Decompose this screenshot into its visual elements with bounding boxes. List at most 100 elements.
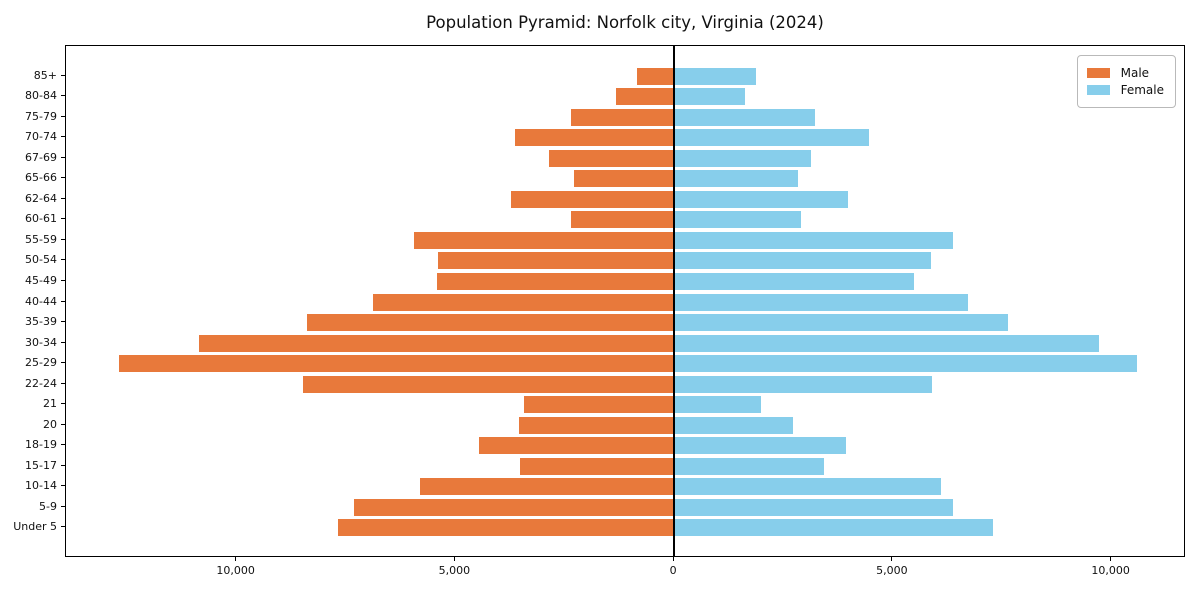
zero-axis-line [673,46,675,556]
y-axis-label: 22-24 [25,376,57,390]
y-tick-mark [61,259,65,261]
y-tick-mark [61,444,65,446]
y-axis-label: 40-44 [25,294,57,308]
y-axis-label: 67-69 [25,150,57,164]
female-bar [674,375,932,393]
male-bar [413,231,675,249]
male-bar [354,498,675,516]
y-axis-label: 62-64 [25,191,57,205]
female-bar [674,437,847,455]
female-bar [674,149,811,167]
y-tick-mark [61,403,65,405]
y-axis-label: 50-54 [25,253,57,267]
y-axis-label: Under 5 [13,520,57,534]
y-tick-mark [61,74,65,76]
y-tick-mark [61,423,65,425]
y-axis-label: 55-59 [25,232,57,246]
y-axis-label: 60-61 [25,212,57,226]
male-bar [373,293,675,311]
y-tick-mark [61,156,65,158]
x-axis-label: 5,000 [876,564,908,577]
y-tick-mark [61,362,65,364]
y-tick-mark [61,505,65,507]
plot-area: Male Female [65,45,1185,557]
y-tick-mark [61,279,65,281]
y-tick-mark [61,321,65,323]
y-tick-mark [61,95,65,97]
female-bar [674,498,953,516]
male-bar [574,170,675,188]
y-axis-label: 65-66 [25,171,57,185]
y-axis-label: 45-49 [25,273,57,287]
male-bar [419,478,675,496]
female-bar [674,108,815,126]
male-bar [198,334,675,352]
male-bar [570,108,675,126]
female-bar [674,457,824,475]
male-bar [437,272,675,290]
female-bar [674,334,1099,352]
male-bar [519,457,675,475]
female-bar [674,170,798,188]
x-tick-mark [453,557,455,561]
legend: Male Female [1076,55,1176,108]
male-bar [510,190,675,208]
y-tick-mark [61,300,65,302]
y-axis-label: 25-29 [25,356,57,370]
male-bar [570,211,675,229]
y-tick-mark [61,177,65,179]
x-axis-label: 5,000 [438,564,471,577]
y-axis-label: 21 [43,397,57,411]
y-axis-label: 70-74 [25,130,57,144]
male-bar [307,314,675,332]
y-tick-mark [61,485,65,487]
male-bar [338,519,675,537]
x-axis-label: 10,000 [216,564,255,577]
legend-item-female: Female [1086,83,1164,97]
y-tick-mark [61,115,65,117]
legend-item-male: Male [1086,66,1164,80]
y-tick-mark [61,218,65,220]
male-bar [637,67,675,85]
female-bar [674,211,801,229]
x-axis-label: 0 [669,564,677,577]
chart-title: Population Pyramid: Norfolk city, Virgin… [426,13,824,32]
y-tick-mark [61,341,65,343]
y-axis-label: 15-17 [25,458,57,472]
female-bar [674,416,793,434]
y-axis-label: 75-79 [25,109,57,123]
legend-label: Male [1120,66,1150,80]
male-bar [616,88,675,106]
y-axis-label: 20 [43,417,57,431]
y-axis-label: 18-19 [25,438,57,452]
male-bar [514,129,675,147]
y-tick-mark [61,464,65,466]
female-bar [674,396,762,414]
male-bar [118,355,675,373]
female-bar [674,519,994,537]
female-bar [674,252,931,270]
y-axis-label: 30-34 [25,335,57,349]
male-bar [438,252,675,270]
y-tick-mark [61,238,65,240]
y-tick-mark [61,526,65,528]
female-bar [674,355,1137,373]
x-tick-mark [891,557,893,561]
y-axis-label: 85+ [33,68,57,82]
y-axis-label: 5-9 [39,499,57,513]
legend-swatch [1086,85,1110,95]
x-tick-mark [1110,557,1112,561]
legend-swatch [1086,68,1110,78]
x-axis-label: 10,000 [1091,564,1130,577]
female-bar [674,272,914,290]
y-axis-label: 10-14 [25,479,57,493]
male-bar [548,149,675,167]
male-bar [479,437,675,455]
y-tick-mark [61,197,65,199]
female-bar [674,231,953,249]
female-bar [674,314,1008,332]
legend-label: Female [1120,83,1164,97]
female-bar [674,67,756,85]
female-bar [674,88,746,106]
